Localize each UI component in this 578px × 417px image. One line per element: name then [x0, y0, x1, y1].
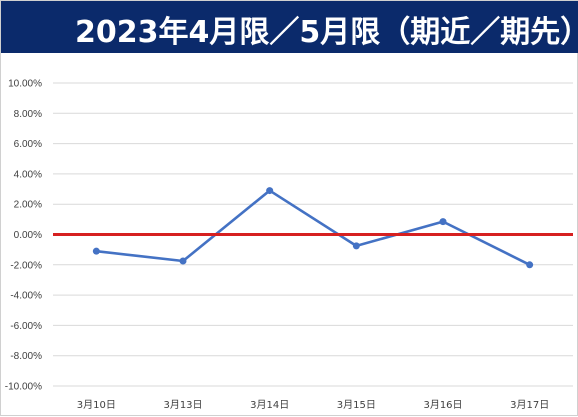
x-tick-label: 3月17日	[510, 399, 549, 411]
chart-title: 2023年4月限／5月限（期近／期先）	[75, 15, 578, 50]
data-point	[439, 218, 447, 226]
y-tick-label: 0.00%	[14, 230, 42, 241]
y-tick-label: 8.00%	[14, 109, 42, 120]
title-bar: 2023年4月限／5月限（期近／期先）	[1, 1, 578, 53]
data-point	[179, 257, 187, 265]
data-point	[92, 247, 100, 255]
y-tick-label: -8.00%	[10, 351, 42, 362]
x-tick-label: 3月15日	[337, 399, 376, 411]
y-tick-label: 6.00%	[14, 139, 42, 150]
data-point	[266, 187, 274, 195]
y-tick-label: -4.00%	[10, 291, 42, 302]
y-tick-label: -2.00%	[10, 260, 42, 271]
x-tick-label: 3月13日	[163, 399, 202, 411]
y-tick-label: -10.00%	[5, 382, 42, 393]
x-tick-label: 3月14日	[250, 399, 289, 411]
x-tick-label: 3月10日	[77, 399, 116, 411]
series-line	[96, 189, 531, 266]
y-tick-label: 10.00%	[8, 79, 42, 90]
y-tick-label: -6.00%	[10, 321, 42, 332]
data-point	[526, 261, 534, 269]
y-tick-label: 2.00%	[14, 200, 42, 211]
y-tick-label: 4.00%	[14, 169, 42, 180]
x-tick-label: 3月16日	[423, 399, 462, 411]
data-point	[352, 242, 360, 250]
